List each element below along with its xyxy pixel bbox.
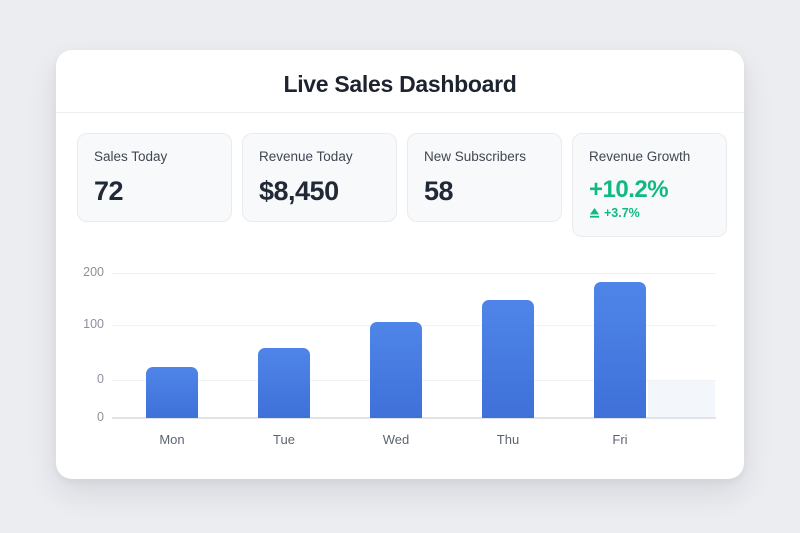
stat-card-revenue-today: Revenue Today $8,450 (242, 133, 397, 223)
stat-label: New Subscribers (424, 149, 527, 164)
stat-card-revenue-growth: Revenue Growth +10.2% +3.7% (572, 133, 727, 238)
header-divider (56, 112, 744, 113)
stat-value-growth: +10.2% (589, 176, 669, 203)
stats-row: Sales Today 72 Revenue Today $8,450 New … (77, 133, 727, 238)
x-axis-label-wed: Wed (382, 432, 410, 447)
bar-fri (594, 282, 646, 418)
bar-wed (370, 322, 422, 418)
y-axis-tick: 0 (97, 372, 104, 386)
x-axis-label-fri: Fri (612, 432, 628, 447)
stat-label: Revenue Today (259, 149, 353, 164)
y-axis-tick: 100 (83, 317, 104, 331)
dashboard-card: Live Sales Dashboard Sales Today 72 Reve… (56, 50, 744, 479)
y-axis-tick: 200 (83, 265, 104, 279)
x-axis-label-thu: Thu (496, 432, 520, 447)
stat-value: $8,450 (259, 176, 339, 206)
growth-sub-row: +3.7% (589, 206, 710, 220)
x-axis-label-tue: Tue (273, 432, 295, 447)
chart-gridline (112, 273, 716, 274)
y-axis-tick: 0 (97, 410, 104, 424)
stat-label: Revenue Growth (589, 149, 691, 164)
stat-value: 72 (94, 176, 124, 206)
growth-sub-value: +3.7% (604, 206, 640, 221)
stat-card-new-subscribers: New Subscribers 58 (407, 133, 562, 223)
bar-thu (482, 300, 534, 418)
page-title: Live Sales Dashboard (283, 71, 517, 97)
x-axis-line (112, 417, 716, 419)
bar-mon (146, 367, 198, 418)
bar-tue (258, 348, 310, 418)
x-axis-label-mon: Mon (159, 432, 185, 447)
stat-label: Sales Today (94, 149, 168, 164)
chart-highlight-region (648, 381, 715, 417)
trend-up-icon (589, 208, 600, 218)
stat-value: 58 (424, 176, 454, 206)
sales-bar-chart: 200 100 0 0 Mon Tue Wed Thu Fri (56, 258, 744, 458)
stat-card-sales-today: Sales Today 72 (77, 133, 232, 223)
